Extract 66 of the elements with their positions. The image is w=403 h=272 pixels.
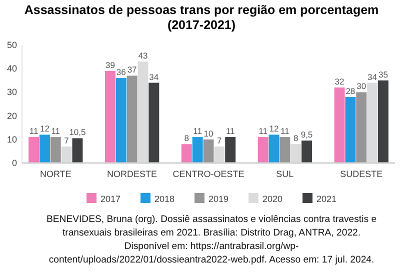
data-label: 12 xyxy=(40,124,50,134)
legend-label: 2021 xyxy=(316,194,337,204)
legend-label: 2017 xyxy=(100,194,121,204)
y-tick-label: 30 xyxy=(6,87,17,98)
bar xyxy=(181,144,192,163)
bar xyxy=(203,139,214,163)
legend-label: 2019 xyxy=(208,194,229,204)
text: transexuais brasileiras em 2021. Brasília: Distrito Drag, ANTRA, 2022. xyxy=(62,228,361,238)
legend-label: 2020 xyxy=(262,194,283,204)
y-tick-label: 10 xyxy=(6,134,17,144)
bar xyxy=(334,87,345,163)
y-tick-label: 40 xyxy=(6,64,17,74)
y-tick-label: 50 xyxy=(6,40,17,50)
data-label: 11 xyxy=(51,126,60,136)
data-label: 12 xyxy=(269,124,280,134)
bar xyxy=(192,137,203,163)
text: Disponível em: https://antrabrasil.org/wp- xyxy=(124,241,299,252)
data-label: 36 xyxy=(116,67,126,78)
legend-label: 2018 xyxy=(154,194,175,204)
data-label: 11 xyxy=(258,126,268,136)
data-label: 34 xyxy=(368,72,378,82)
data-label: 34 xyxy=(149,72,159,82)
bar xyxy=(345,96,356,163)
data-label: 8 xyxy=(293,133,298,144)
bar xyxy=(356,92,367,163)
bar xyxy=(268,134,280,163)
x-tick-label: NORDESTE xyxy=(107,169,158,179)
data-label: 28 xyxy=(346,86,356,96)
data-label: 43 xyxy=(138,50,148,61)
data-label: 39 xyxy=(105,60,116,70)
text: content/uploads/2022/01/dossieantra2022-web.pdf. Acesso em: 17 jul. 2024. xyxy=(48,254,374,266)
data-label: 8 xyxy=(184,133,190,144)
bar xyxy=(50,137,61,163)
data-label: 11 xyxy=(226,126,236,136)
bar xyxy=(302,140,312,163)
bar xyxy=(39,134,50,163)
bar xyxy=(28,137,40,163)
bar xyxy=(116,78,126,163)
data-label: 11 xyxy=(193,126,202,136)
y-tick-label: 0 xyxy=(12,158,17,168)
bar xyxy=(225,137,236,163)
x-tick-label: SUL xyxy=(276,169,294,179)
x-tick-label: SUDESTE xyxy=(340,169,383,179)
data-label: 35 xyxy=(378,69,388,80)
y-tick-label: 20 xyxy=(6,110,17,121)
chart-title: Assassinatos de pessoas trans por região em porcentagem (2017-2021) xyxy=(24,3,379,32)
data-label: 37 xyxy=(127,64,138,75)
bar xyxy=(378,80,388,163)
bar xyxy=(72,138,83,163)
text: BENEVIDES, Bruna (org). Dossiê assassinatos e violências contra travestis e xyxy=(46,214,377,225)
data-label: 9,5 xyxy=(300,130,313,140)
data-label: 10,5 xyxy=(69,127,86,138)
bar xyxy=(280,137,290,163)
data-label: 30 xyxy=(356,81,366,92)
bar xyxy=(104,70,116,163)
x-tick-label: NORTE xyxy=(40,169,72,179)
data-label: 32 xyxy=(334,76,345,86)
data-label: 10 xyxy=(204,128,214,138)
data-label: 7 xyxy=(64,135,70,146)
data-label: 7 xyxy=(217,135,222,146)
x-tick-label: CENTRO-OESTE xyxy=(172,169,244,179)
bar xyxy=(258,137,268,163)
bar xyxy=(148,82,160,163)
data-label: 11 xyxy=(280,126,290,136)
bar xyxy=(126,76,138,163)
data-label: 11 xyxy=(29,126,38,136)
